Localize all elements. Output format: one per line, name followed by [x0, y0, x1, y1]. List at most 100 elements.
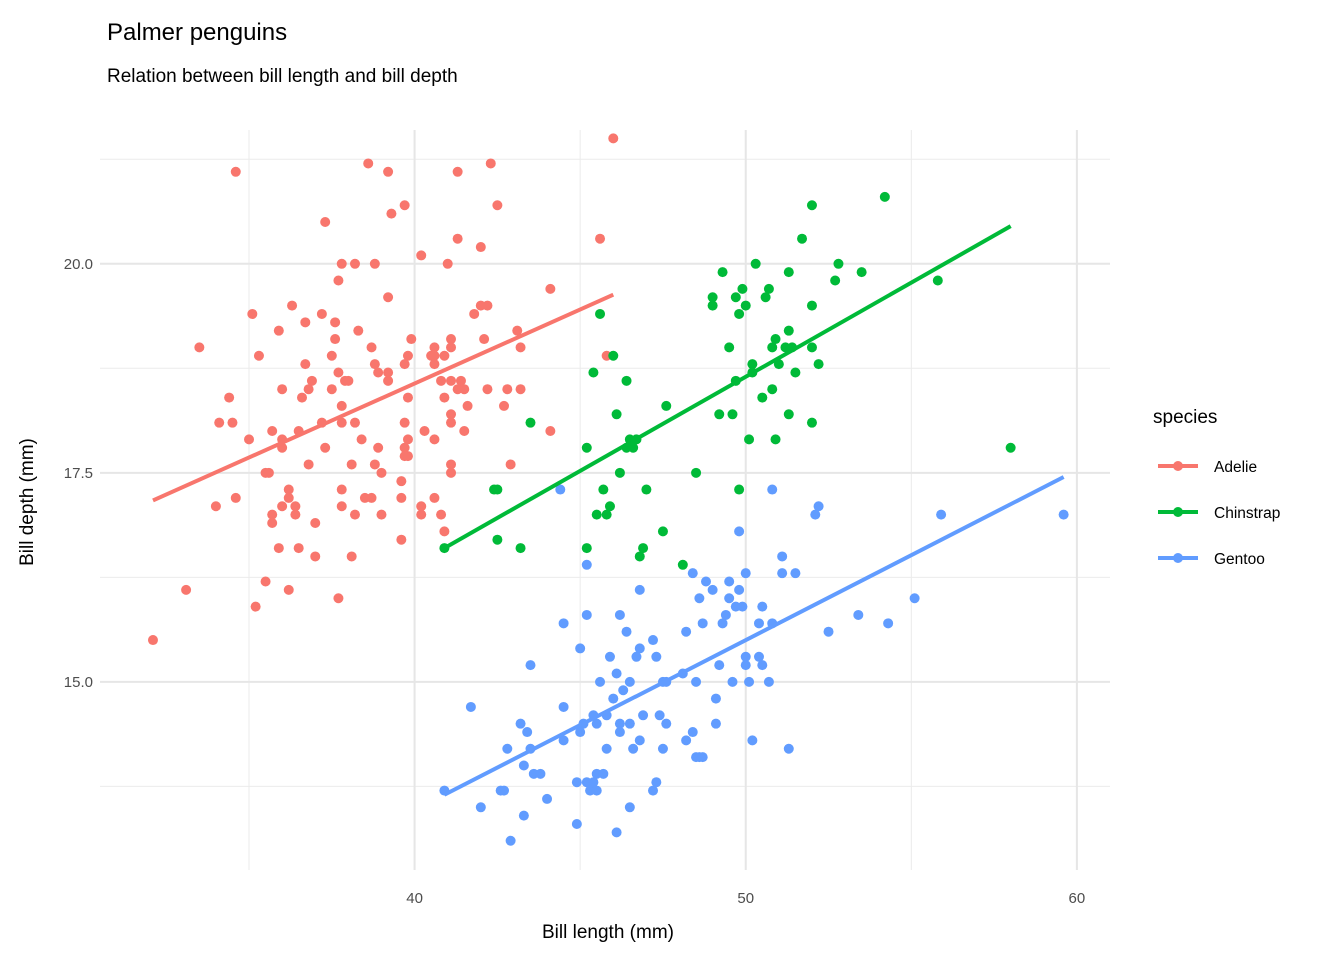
adelie-point — [363, 158, 374, 169]
adelie-point — [396, 534, 407, 545]
adelie-point — [446, 467, 457, 478]
chinstrap-point — [747, 359, 758, 370]
gentoo-point — [571, 819, 582, 830]
adelie-point — [383, 367, 394, 378]
gentoo-point — [740, 660, 751, 671]
gentoo-point — [591, 785, 602, 796]
chinstrap-point — [734, 308, 745, 319]
chinstrap-point — [707, 300, 718, 311]
adelie-point — [396, 492, 407, 503]
adelie-point — [326, 350, 337, 361]
gentoo-point — [909, 593, 920, 604]
chinstrap-point — [595, 308, 606, 319]
chinstrap-point — [806, 200, 817, 211]
adelie-point — [316, 308, 327, 319]
adelie-point — [267, 517, 278, 528]
adelie-point — [446, 375, 457, 386]
adelie-point — [436, 509, 447, 520]
gentoo-point — [614, 609, 625, 620]
adelie-point — [416, 509, 427, 520]
gentoo-point — [651, 651, 662, 662]
gentoo-point — [535, 768, 546, 779]
chinstrap-point — [750, 258, 761, 269]
adelie-point — [369, 459, 380, 470]
gentoo-point — [767, 484, 778, 495]
gentoo-point — [707, 584, 718, 595]
gentoo-point — [691, 676, 702, 687]
adelie-point — [406, 334, 417, 345]
gentoo-point — [624, 718, 635, 729]
adelie-point — [267, 426, 278, 437]
chinstrap-point — [1005, 442, 1016, 453]
adelie-point — [244, 434, 255, 445]
gentoo-point — [575, 643, 586, 654]
adelie-point — [336, 258, 347, 269]
adelie-point — [310, 551, 321, 562]
gentoo-point — [681, 626, 692, 637]
gentoo-point — [701, 576, 711, 587]
chinstrap-point — [770, 334, 781, 345]
gentoo-point — [542, 793, 553, 804]
gentoo-point — [744, 676, 755, 687]
legend-label: Chinstrap — [1214, 505, 1280, 522]
chinstrap-point — [806, 300, 817, 311]
adelie-point — [446, 409, 457, 420]
adelie-point — [210, 501, 221, 512]
gentoo-point — [505, 835, 516, 846]
gentoo-point — [763, 676, 774, 687]
adelie-point — [227, 417, 238, 428]
adelie-point — [373, 367, 384, 378]
adelie-point — [346, 551, 357, 562]
adelie-point — [459, 426, 470, 437]
adelie-point — [283, 492, 294, 503]
gentoo-point — [757, 601, 768, 612]
adelie-point — [429, 350, 440, 361]
adelie-point — [475, 242, 486, 253]
chinstrap-point — [525, 417, 536, 428]
chinstrap-point — [608, 350, 619, 361]
chinstrap-point — [717, 267, 728, 278]
gentoo-point — [555, 484, 566, 495]
chinstrap-point — [657, 526, 668, 537]
gentoo-point — [757, 660, 768, 671]
gentoo-point — [604, 651, 615, 662]
chinstrap-point — [691, 467, 702, 478]
adelie-point — [336, 501, 347, 512]
gentoo-point — [631, 651, 642, 662]
gentoo-point — [525, 660, 536, 671]
adelie-point — [343, 375, 354, 386]
gentoo-point — [465, 701, 476, 712]
adelie-point — [399, 200, 410, 211]
gentoo-point — [522, 727, 533, 738]
adelie-point — [439, 526, 450, 537]
chinstrap-point — [757, 392, 768, 403]
adelie-point — [499, 400, 509, 411]
chinstrap-point — [714, 409, 725, 420]
adelie-point — [373, 442, 384, 453]
gentoo-point — [648, 785, 659, 796]
gentoo-point — [777, 551, 788, 562]
adelie-point — [419, 426, 430, 437]
legend-key-point — [1173, 461, 1183, 471]
adelie-point — [429, 434, 440, 445]
adelie-point — [290, 509, 301, 520]
gentoo-point — [1058, 509, 1069, 520]
adelie-point — [366, 492, 377, 503]
chinstrap-point — [734, 484, 745, 495]
gentoo-point — [694, 593, 705, 604]
adelie-point — [287, 300, 298, 311]
legend-key-point — [1173, 553, 1183, 563]
adelie-point — [303, 459, 314, 470]
chinstrap-point — [634, 551, 645, 562]
adelie-point — [349, 258, 360, 269]
gentoo-point — [581, 609, 592, 620]
adelie-point — [349, 417, 360, 428]
gentoo-point — [611, 668, 622, 679]
adelie-point — [429, 342, 440, 353]
chinstrap-fit-line — [443, 224, 1012, 550]
chinstrap-point — [611, 409, 622, 420]
adelie-point — [446, 342, 457, 353]
legend-item-adelie: Adelie — [1158, 459, 1257, 476]
adelie-point — [310, 517, 321, 528]
gentoo-point — [624, 676, 635, 687]
